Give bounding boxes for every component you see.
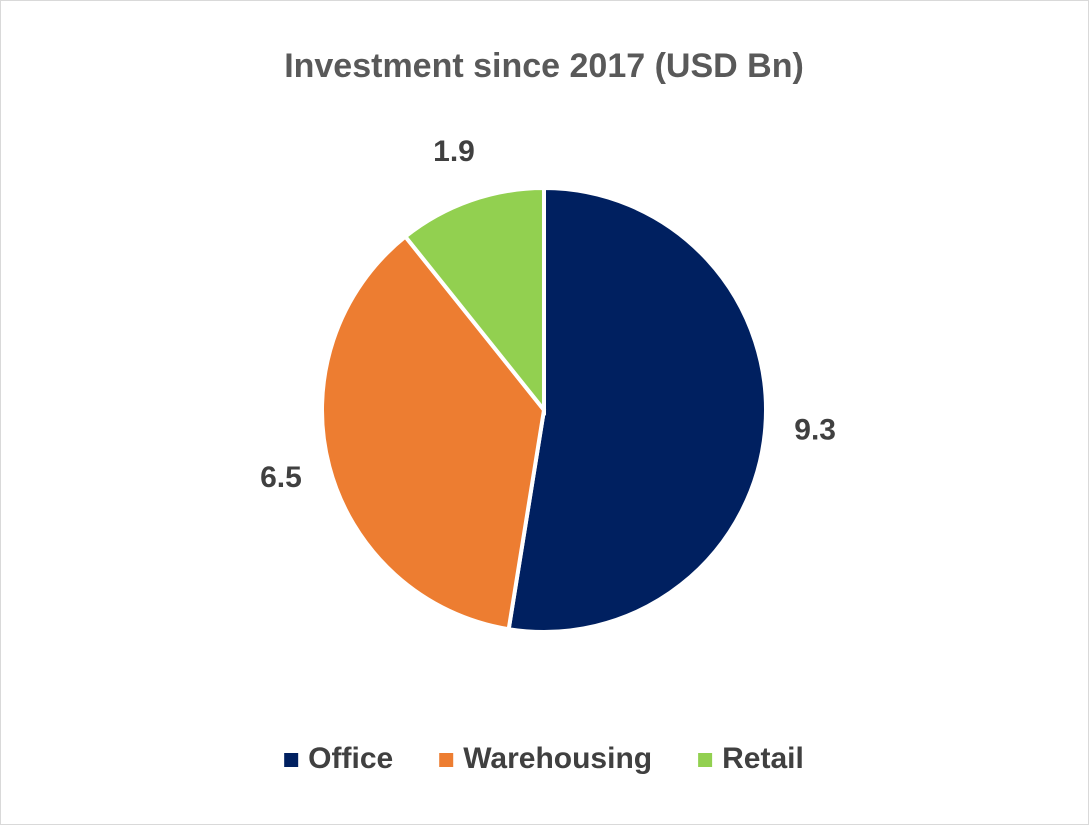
legend-swatch — [284, 753, 299, 767]
pie-slice — [506, 185, 768, 634]
chart-title: Investment since 2017 (USD Bn) — [284, 47, 804, 85]
legend: Office Warehousing Retail — [284, 742, 804, 775]
data-label: 6.5 — [260, 461, 302, 494]
legend-label: Office — [308, 742, 393, 775]
data-label: 9.3 — [794, 414, 836, 447]
pie-slice — [402, 185, 546, 416]
data-label: 1.9 — [433, 135, 475, 168]
legend-swatch — [439, 753, 454, 767]
legend-swatch — [698, 753, 713, 767]
legend-label: Retail — [722, 742, 804, 775]
pie-slice — [320, 233, 547, 632]
legend-label: Warehousing — [463, 742, 652, 775]
